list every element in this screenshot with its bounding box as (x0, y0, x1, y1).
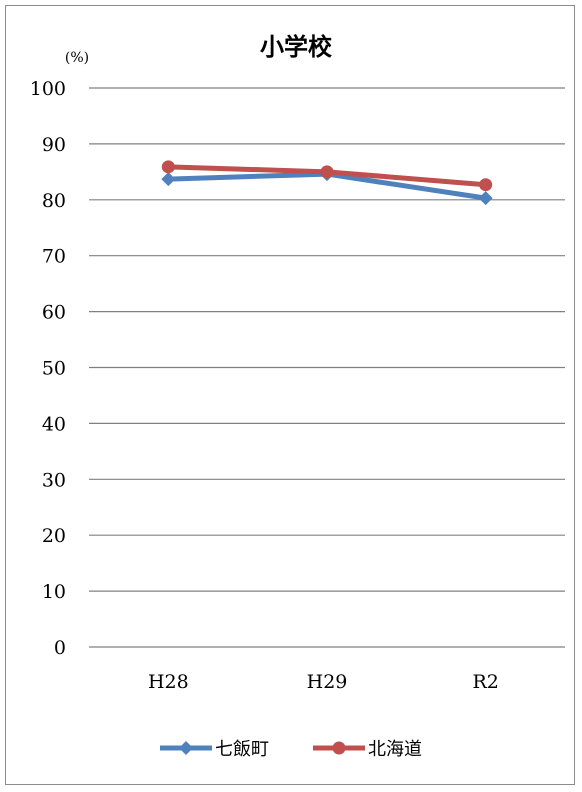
y-tick-label: 80 (42, 190, 66, 212)
y-tick-label: 0 (54, 637, 66, 659)
data-point (161, 172, 176, 187)
y-tick-label: 30 (42, 469, 66, 491)
y-tick-label: 60 (42, 302, 66, 324)
legend-label: 七飯町 (215, 739, 269, 760)
x-tick-label: H28 (148, 671, 189, 693)
y-tick-label: 100 (30, 78, 66, 100)
data-point (161, 160, 175, 174)
y-tick-label: 50 (42, 358, 66, 380)
data-point (478, 191, 493, 206)
x-tick-label: R2 (472, 671, 498, 693)
x-axis-ticks: H28 H29 R2 (148, 671, 499, 693)
gridlines (89, 87, 565, 648)
y-tick-label: 70 (42, 246, 66, 268)
series-markers (161, 160, 493, 206)
y-axis-unit-label: (%) (65, 50, 89, 66)
y-tick-label: 40 (42, 413, 66, 435)
y-axis-ticks: 0 10 20 30 40 50 60 70 80 90 100 (30, 78, 66, 659)
legend-label: 北海道 (368, 739, 422, 760)
chart-title: 小学校 (260, 33, 333, 61)
legend: 七飯町 北海道 (160, 739, 422, 760)
y-tick-label: 10 (42, 581, 66, 603)
data-point (320, 165, 334, 179)
legend-marker (179, 741, 193, 755)
y-tick-label: 20 (42, 525, 66, 547)
legend-marker (332, 741, 346, 755)
data-point (479, 178, 493, 192)
y-tick-label: 90 (42, 134, 66, 156)
x-tick-label: H29 (307, 671, 348, 693)
chart-frame (5, 5, 575, 785)
